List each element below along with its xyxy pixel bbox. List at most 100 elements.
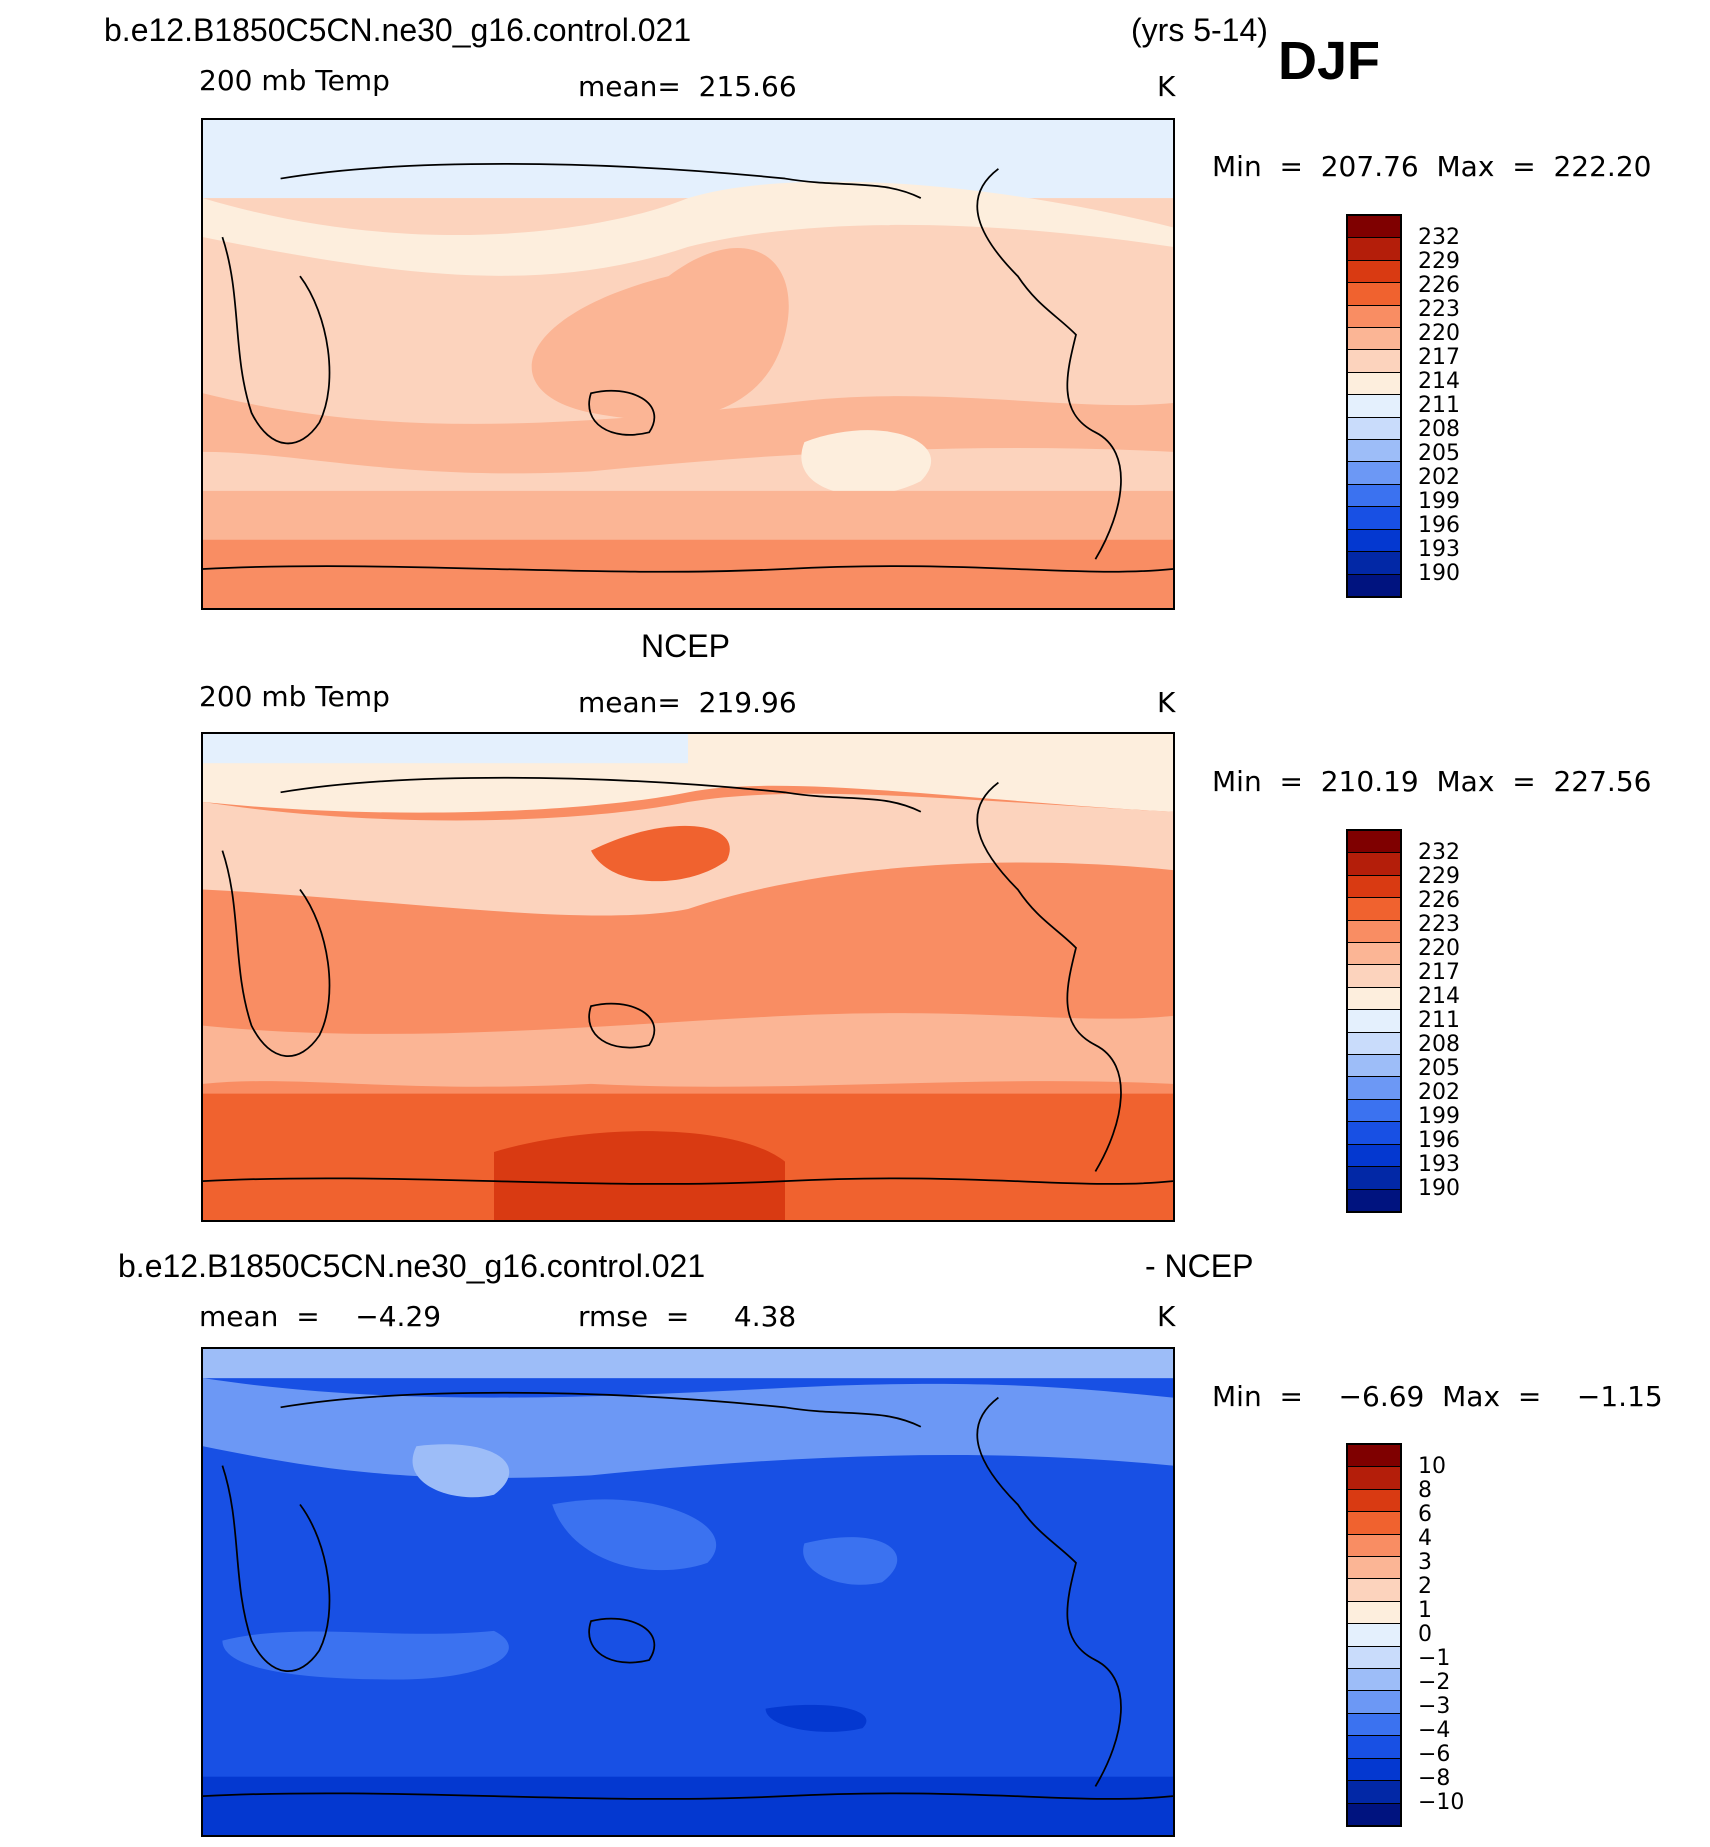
panel1-cb-label: 205 <box>1418 441 1460 466</box>
panel2-cb-swatch <box>1348 1077 1400 1100</box>
panel1-cb-swatch <box>1348 484 1400 508</box>
panel3-cb-swatch <box>1348 1579 1400 1602</box>
panel3-cb-swatch <box>1348 1624 1400 1647</box>
panel3-band-antarctic <box>203 1776 1173 1835</box>
panel3-cb-swatch <box>1348 1758 1400 1782</box>
panel2-map <box>201 732 1175 1222</box>
panel2-coastlines <box>203 776 1173 1185</box>
panel3-band-wpac <box>552 1499 717 1571</box>
panel3-map-svg <box>203 1349 1173 1835</box>
panel2-cb-label: 196 <box>1418 1128 1460 1153</box>
panel1-units: K <box>1157 70 1176 103</box>
panel2-cb-label: 217 <box>1418 960 1460 985</box>
panel1-cb-swatch <box>1348 328 1400 351</box>
panel3-cb-label: −1 <box>1418 1646 1451 1671</box>
panel1-cb-swatch <box>1348 462 1400 485</box>
panel2-cb-label: 232 <box>1418 840 1460 865</box>
panel3-cb-swatch <box>1348 1557 1400 1580</box>
panel2-cb-swatch <box>1348 853 1400 876</box>
panel2-cb-label: 202 <box>1418 1080 1460 1105</box>
panel3-title-suffix: - NCEP <box>1145 1248 1254 1284</box>
panel1-band-midlat <box>203 181 1173 276</box>
panel1-map <box>201 118 1175 610</box>
panel2-cb-swatch <box>1348 1099 1400 1123</box>
panel2-cb-swatch <box>1348 1032 1400 1056</box>
panel3-band-asia <box>412 1444 510 1498</box>
panel3-cb-label: −4 <box>1418 1718 1451 1743</box>
panel1-cb-label: 190 <box>1418 561 1460 586</box>
panel1-cb-swatch <box>1348 305 1400 329</box>
panel2-cb-swatch <box>1348 831 1400 854</box>
panel1-cb-label: 220 <box>1418 321 1460 346</box>
panel1-minmax: Min = 207.76 Max = 222.20 <box>1212 150 1652 183</box>
panel2-cb-swatch <box>1348 1144 1400 1168</box>
panel1-cb-label: 229 <box>1418 249 1460 274</box>
panel1-map-svg <box>203 120 1173 608</box>
panel1-band-pacific <box>531 247 789 420</box>
panel2-cb-swatch <box>1348 987 1400 1011</box>
panel2-band-antarctic <box>494 1131 785 1220</box>
panel1-cb-label: 232 <box>1418 225 1460 250</box>
panel2-colorbar <box>1346 829 1402 1213</box>
panel2-cb-swatch <box>1348 965 1400 988</box>
panel2-cb-label: 190 <box>1418 1176 1460 1201</box>
panel3-cb-label: −6 <box>1418 1742 1451 1767</box>
panel2-cb-swatch <box>1348 898 1400 921</box>
panel1-band-arctic <box>203 120 1173 199</box>
panel3-cb-swatch <box>1348 1489 1400 1513</box>
panel3-cb-label: −10 <box>1418 1790 1465 1815</box>
panel1-cb-swatch <box>1348 350 1400 373</box>
panel3-cb-swatch <box>1348 1691 1400 1714</box>
panel2-variable: 200 mb Temp <box>199 680 390 713</box>
panel3-cb-swatch <box>1348 1467 1400 1490</box>
panel2-cb-swatch <box>1348 1010 1400 1033</box>
panel2-cb-label: 223 <box>1418 912 1460 937</box>
panel1-cb-swatch <box>1348 260 1400 284</box>
panel2-map-svg <box>203 734 1173 1220</box>
panel2-cb-label: 205 <box>1418 1056 1460 1081</box>
panel3-colorbar <box>1346 1443 1402 1827</box>
panel3-cb-swatch <box>1348 1601 1400 1625</box>
panel3-cb-label: −8 <box>1418 1766 1451 1791</box>
panel3-cb-label: 10 <box>1418 1454 1446 1479</box>
panel1-variable: 200 mb Temp <box>199 64 390 97</box>
panel1-cb-swatch <box>1348 395 1400 418</box>
panel1-band-south1 <box>203 490 1173 540</box>
panel3-cb-swatch <box>1348 1669 1400 1692</box>
panel2-cb-label: 220 <box>1418 936 1460 961</box>
panel2-cb-label: 214 <box>1418 984 1460 1009</box>
panel1-cb-label: 196 <box>1418 513 1460 538</box>
panel3-cb-label: −3 <box>1418 1694 1451 1719</box>
panel3-coastlines <box>203 1391 1173 1800</box>
panel2-cb-swatch <box>1348 1122 1400 1145</box>
panel3-cb-label: 4 <box>1418 1526 1432 1551</box>
panel2-cb-swatch <box>1348 1189 1400 1211</box>
panel3-cb-swatch <box>1348 1713 1400 1737</box>
panel3-mean: mean = −4.29 <box>199 1300 442 1333</box>
panel1-cb-swatch <box>1348 507 1400 530</box>
panel2-units: K <box>1157 686 1176 719</box>
years-label: (yrs 5-14) <box>1131 12 1268 48</box>
panel3-band-indian <box>222 1630 509 1680</box>
panel2-band-pacific-jet <box>591 825 730 882</box>
panel3-cb-label: 1 <box>1418 1598 1432 1623</box>
panel2-band-polar <box>203 734 688 764</box>
panel2-mean: mean= 219.96 <box>578 686 797 719</box>
panel3-cb-swatch <box>1348 1803 1400 1825</box>
panel2-cb-swatch <box>1348 1167 1400 1190</box>
panel1-cb-label: 214 <box>1418 369 1460 394</box>
panel2-title: NCEP <box>641 628 730 664</box>
panel2-cb-swatch <box>1348 943 1400 966</box>
panel3-title: b.e12.B1850C5CN.ne30_g16.control.021 <box>118 1248 706 1284</box>
panel2-band-tropics <box>203 1013 1173 1087</box>
panel1-band-tropics <box>203 393 1173 474</box>
panel3-band-south-pocket <box>765 1704 867 1732</box>
panel1-cb-swatch <box>1348 552 1400 575</box>
panel3-map <box>201 1347 1175 1837</box>
panel3-cb-label: −2 <box>1418 1670 1451 1695</box>
season-label: DJF <box>1278 31 1381 91</box>
panel3-cb-swatch <box>1348 1512 1400 1535</box>
panel3-cb-swatch <box>1348 1736 1400 1759</box>
panel1-cb-swatch <box>1348 574 1400 596</box>
